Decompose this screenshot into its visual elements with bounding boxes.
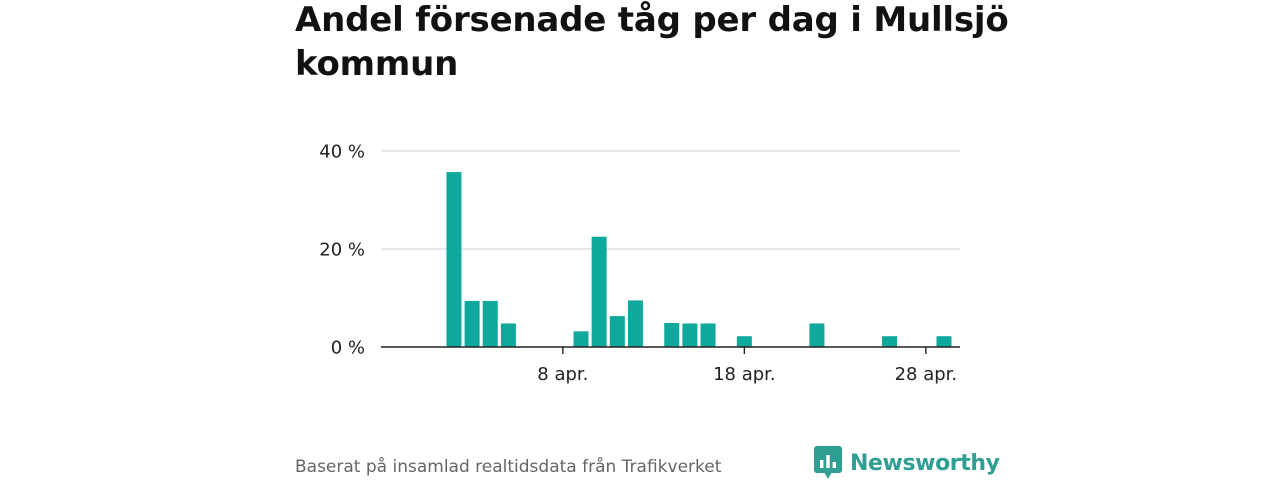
bar <box>809 323 825 347</box>
bar <box>591 236 607 347</box>
bar <box>482 300 498 347</box>
bars <box>446 172 952 347</box>
x-axis: 8 apr. 18 apr. 28 apr. <box>381 346 960 385</box>
bar <box>500 323 516 347</box>
bar <box>700 323 716 347</box>
bar <box>627 300 643 347</box>
bar-chart: 0 % 20 % 40 % 8 apr. 18 apr. 28 apr. <box>319 142 960 385</box>
bar <box>736 336 752 347</box>
bar <box>682 323 698 347</box>
bar <box>882 336 898 347</box>
y-tick-label: 40 % <box>319 142 365 163</box>
brand-name: Newsworthy <box>850 450 1000 476</box>
y-axis: 0 % 20 % 40 % <box>319 142 365 359</box>
newsworthy-logo: Newsworthy <box>814 446 1000 480</box>
source-note: Baserat på insamlad realtidsdata från Tr… <box>295 457 722 477</box>
newsworthy-logo-icon <box>814 446 842 479</box>
bar <box>573 331 589 347</box>
chart-title: Andel försenade tåg per dag i Mullsjö ko… <box>295 0 1009 84</box>
bar <box>464 300 480 347</box>
bar <box>609 316 625 347</box>
x-tick-label: 18 apr. <box>713 364 776 385</box>
gridlines <box>381 150 960 250</box>
y-tick-label: 0 % <box>331 338 365 359</box>
bar <box>446 172 462 347</box>
bar <box>936 336 952 347</box>
x-tick-label: 28 apr. <box>895 364 958 385</box>
bar <box>664 322 680 347</box>
x-tick-label: 8 apr. <box>537 364 588 385</box>
y-tick-label: 20 % <box>319 240 365 261</box>
